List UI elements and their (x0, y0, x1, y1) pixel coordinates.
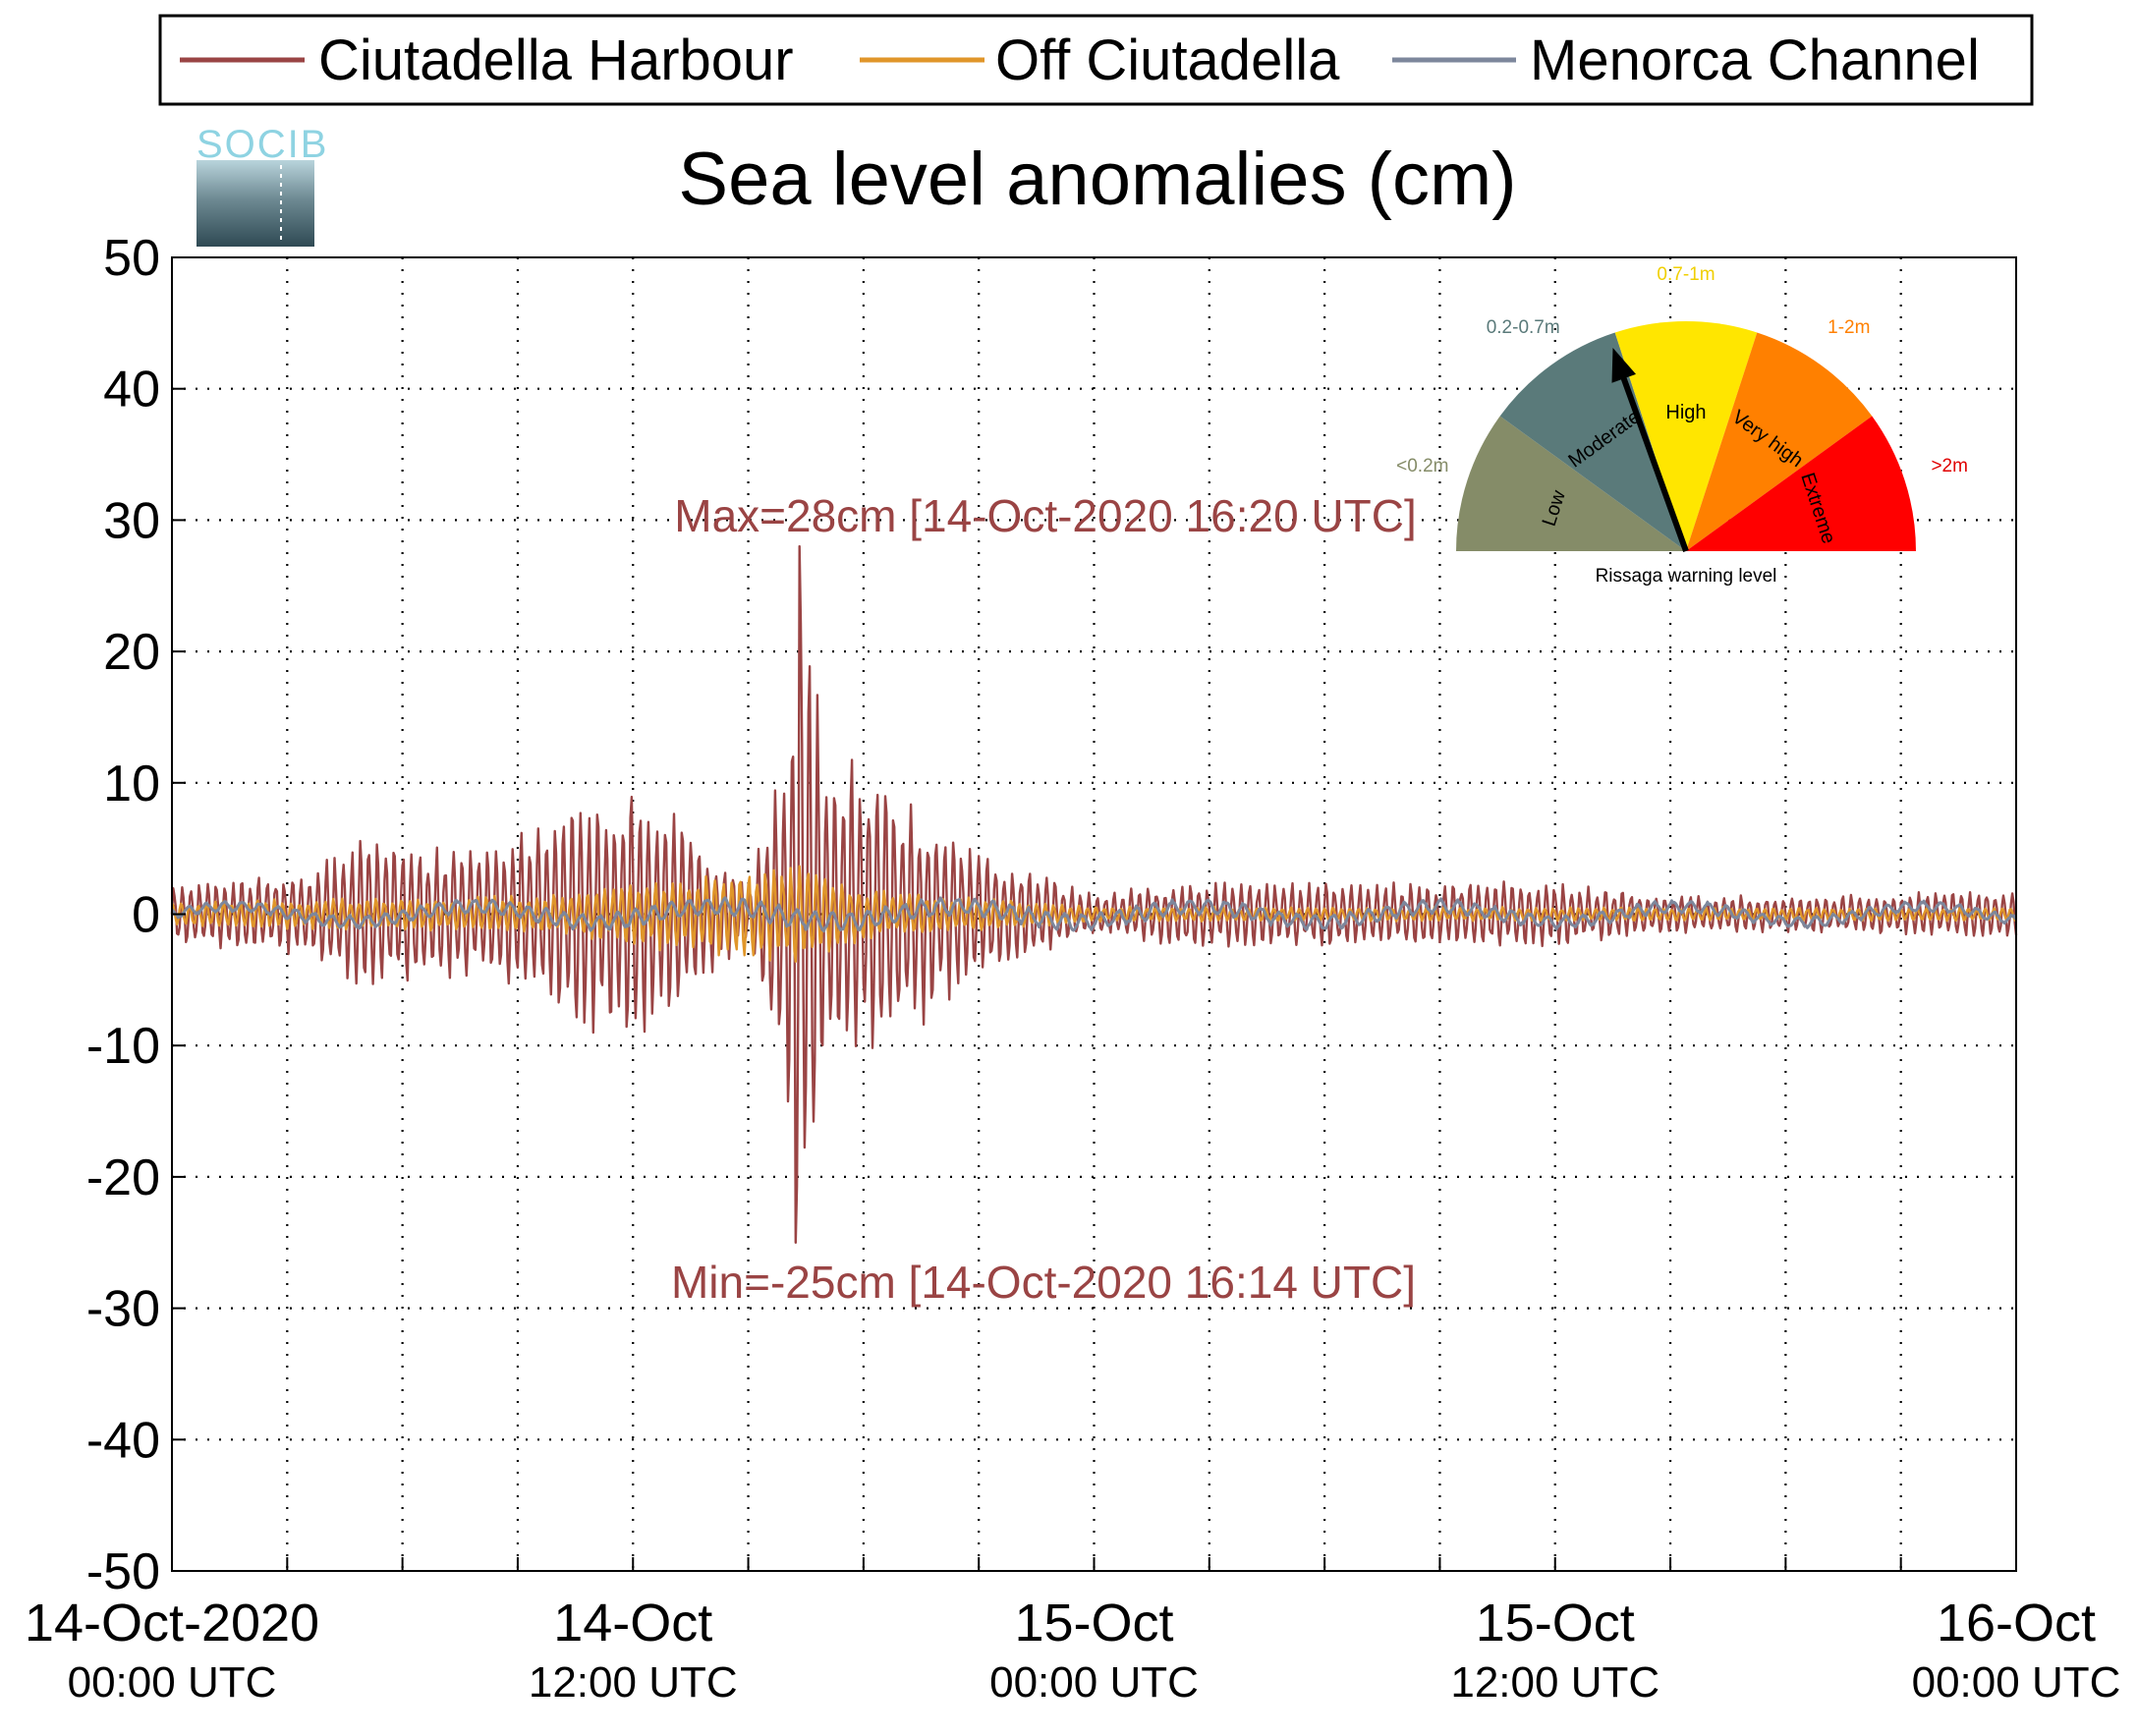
axes: -50 -40 -30 -20 -10 0 10 20 30 40 50 14-Oct-2020 00:… (25, 230, 2120, 1707)
rissaga-gauge: Rissaga warning level Low<0.2m Moderate0.… (1396, 264, 1968, 587)
y-tick-label: -10 (86, 1018, 160, 1075)
y-tick-label: 0 (132, 887, 160, 944)
legend-label-off-ciutadella: Off Ciutadella (995, 28, 1340, 92)
y-tick-label: -20 (86, 1149, 160, 1206)
gauge-sector-extreme (1686, 416, 1916, 551)
series-line-menorca-channel (170, 896, 2018, 933)
y-tick-label: 20 (103, 624, 160, 681)
gauge-sector-very-high (1686, 332, 1873, 551)
gauge-sector-moderate (1499, 332, 1686, 551)
gauge-range-label: >2m (1931, 456, 1968, 476)
legend: Ciutadella Harbour Off Ciutadella Menorc… (158, 14, 2034, 106)
x-tick-sublabel: 12:00 UTC (529, 1658, 738, 1707)
gauge-sector-low (1456, 416, 1686, 551)
min-annotation: Min=-25cm [14-Oct-2020 16:14 UTC] (671, 1257, 1416, 1308)
gauge-caption: Rissaga warning level (1596, 566, 1777, 587)
svg-text:SOCIB: SOCIB (197, 123, 328, 166)
gauge-range-label: 1-2m (1828, 317, 1870, 338)
x-tick-label: 16-Oct (1937, 1594, 2096, 1652)
legend-label-ciutadella-harbour: Ciutadella Harbour (318, 28, 794, 92)
y-tick-label: 30 (103, 492, 160, 549)
x-tick-label: 14-Oct (553, 1594, 712, 1652)
y-tick-label: 50 (103, 230, 160, 287)
legend-label-menorca-channel: Menorca Channel (1530, 28, 1980, 92)
y-tick-label: 10 (103, 756, 160, 812)
y-tick-label: -50 (86, 1543, 160, 1600)
gauge-sector-high (1614, 321, 1758, 551)
y-tick-label: -30 (86, 1281, 160, 1338)
x-tick-label: 14-Oct-2020 (25, 1594, 319, 1652)
y-tick-label: 40 (103, 362, 160, 419)
max-annotation: Max=28cm [14-Oct-2020 16:20 UTC] (674, 490, 1417, 541)
x-tick-sublabel: 12:00 UTC (1450, 1658, 1659, 1707)
x-tick-sublabel: 00:00 UTC (989, 1658, 1199, 1707)
gauge-needle-head (1611, 348, 1636, 383)
gauge-level-label: High (1665, 402, 1706, 423)
socib-logo: SOCIB (197, 123, 328, 247)
x-tick-label: 15-Oct (1014, 1594, 1173, 1652)
x-tick-sublabel: 00:00 UTC (68, 1658, 277, 1707)
gauge-range-label: <0.2m (1396, 456, 1448, 476)
gauge-needle (1614, 360, 1689, 553)
chart-title: Sea level anomalies (cm) (678, 138, 1516, 221)
y-tick-label: -40 (86, 1412, 160, 1469)
series-layer (170, 544, 2018, 1244)
gauge-range-label: 0.2-0.7m (1487, 317, 1560, 338)
x-tick-label: 15-Oct (1476, 1594, 1635, 1652)
gauge-range-label: 0.7-1m (1657, 264, 1715, 285)
x-tick-sublabel: 00:00 UTC (1912, 1658, 2121, 1707)
